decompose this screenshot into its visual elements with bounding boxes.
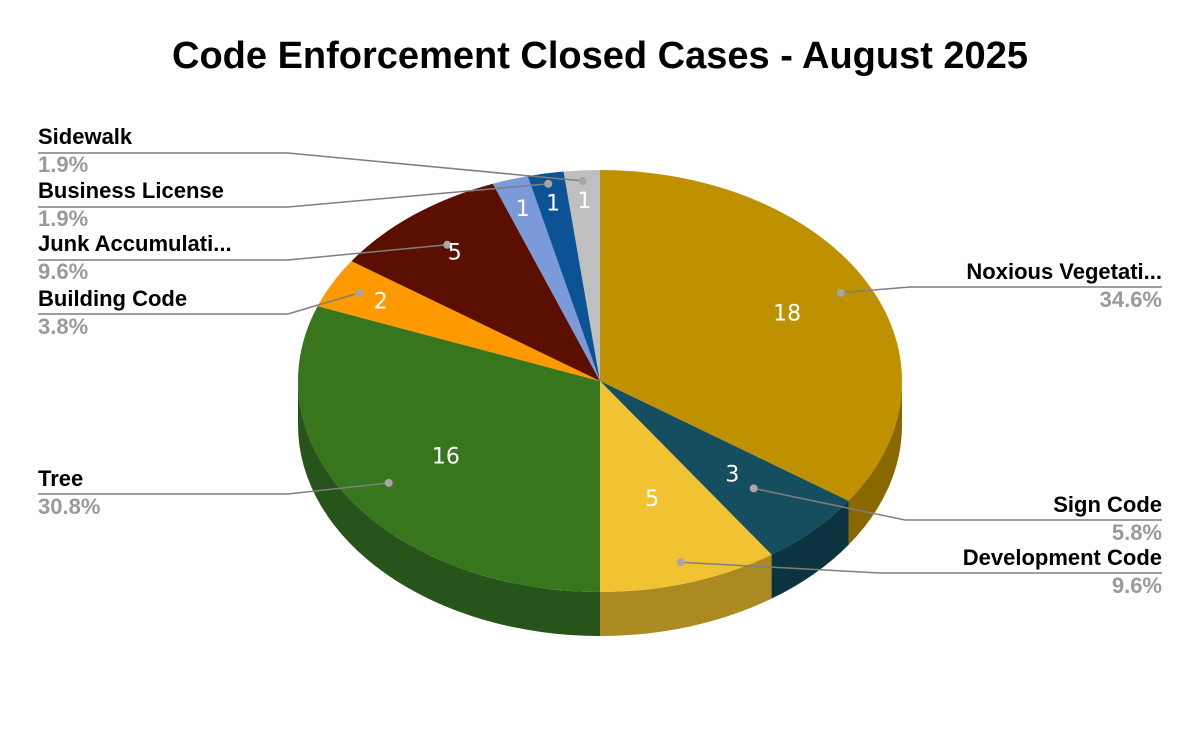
category-label: Sidewalk	[38, 124, 133, 149]
category-label: Business License	[38, 178, 224, 203]
leader-dot	[676, 558, 685, 567]
leader-dot	[443, 240, 452, 249]
percent-label: 9.6%	[38, 259, 88, 284]
slice-value-label: 5	[448, 240, 462, 265]
leader-dot	[384, 478, 393, 487]
leader-line	[38, 183, 549, 208]
slice-1	[600, 381, 849, 555]
leader-dot	[355, 288, 364, 297]
percent-label: 1.9%	[38, 152, 88, 177]
category-label: Building Code	[38, 286, 187, 311]
slice-value-label: 18	[773, 301, 801, 326]
leader-dot	[544, 179, 553, 188]
category-label: Noxious Vegetati...	[966, 259, 1162, 284]
slice-value-label: 1	[577, 189, 591, 214]
slice-2	[600, 381, 772, 592]
percent-label: 9.6%	[1112, 573, 1162, 598]
percent-label: 3.8%	[38, 314, 88, 339]
label-leaders	[38, 152, 1162, 574]
leader-line	[753, 487, 1162, 521]
slice-value-label: 1	[516, 197, 530, 222]
slice-5	[351, 183, 600, 381]
leader-dot	[749, 484, 758, 493]
slice-side-1	[771, 500, 849, 599]
category-label: Development Code	[963, 545, 1162, 570]
category-label: Junk Accumulati...	[38, 231, 232, 256]
slice-8	[563, 170, 600, 381]
leader-line	[840, 286, 1162, 294]
slice-6	[492, 176, 600, 381]
slice-value-label: 5	[645, 487, 659, 512]
percent-label: 34.6%	[1100, 287, 1162, 312]
category-label: Sign Code	[1053, 492, 1162, 517]
leader-line	[38, 244, 448, 261]
leader-line	[38, 152, 583, 182]
leader-line	[38, 292, 360, 315]
slice-value-label: 2	[374, 290, 388, 315]
pie-slices	[297, 170, 903, 592]
percent-label: 1.9%	[38, 206, 88, 231]
chart-title: Code Enforcement Closed Cases - August 2…	[172, 35, 1028, 77]
percent-label: 5.8%	[1112, 520, 1162, 545]
slice-value-label: 16	[432, 444, 460, 469]
slice-side-2	[600, 554, 772, 636]
slice-side-0	[848, 381, 902, 545]
leader-line	[680, 561, 1162, 574]
leader-dot	[836, 288, 845, 297]
category-label: Tree	[38, 466, 83, 491]
percent-label: 30.8%	[38, 494, 100, 519]
slice-4	[317, 261, 600, 381]
pie-3d-sides	[298, 381, 902, 636]
slice-3	[297, 306, 600, 592]
leader-dot	[578, 176, 587, 185]
leader-line	[38, 482, 389, 495]
slice-side-3	[298, 381, 600, 636]
slice-0	[600, 170, 903, 501]
slice-7	[527, 171, 600, 381]
slice-value-label: 1	[546, 192, 560, 217]
slice-value-label: 3	[725, 463, 739, 488]
